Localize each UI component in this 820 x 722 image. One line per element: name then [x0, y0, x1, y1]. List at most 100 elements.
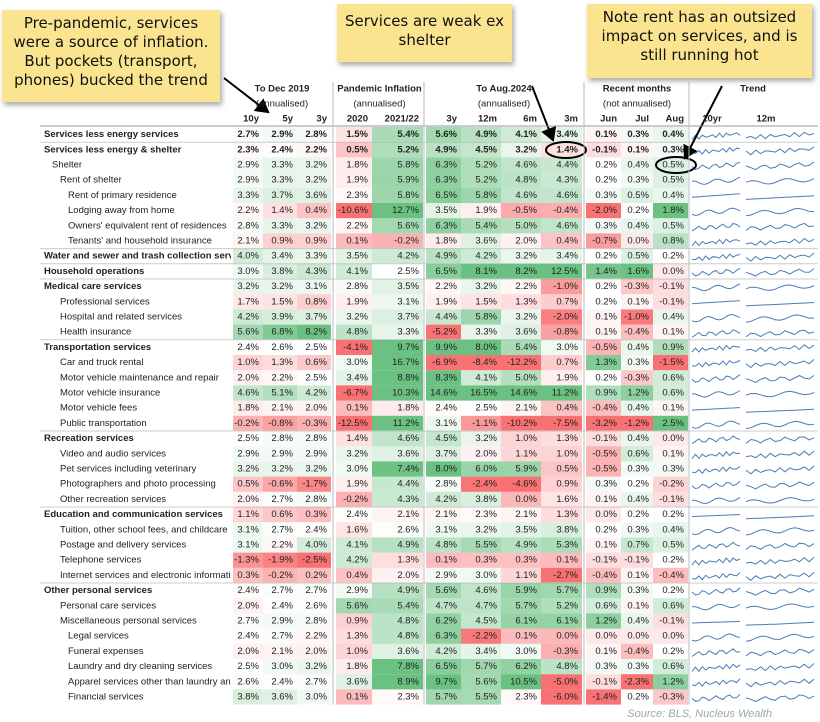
cell-value: 0.2%	[305, 570, 327, 581]
cell-background	[653, 461, 688, 477]
cell-value: 3.4%	[271, 251, 293, 262]
cell-background	[233, 157, 263, 173]
cell-background	[501, 172, 541, 188]
cell-background	[233, 613, 263, 629]
cell-background	[653, 157, 688, 173]
cell-value: 2.3%	[237, 144, 259, 155]
cell-value: 2.4%	[435, 403, 457, 414]
cell-value: 3.2%	[305, 160, 327, 171]
cell-background	[461, 415, 501, 431]
cell-background	[653, 279, 688, 295]
cell-background	[461, 431, 501, 447]
cell-background	[461, 659, 501, 675]
cell-background	[297, 461, 331, 477]
cell-value: 3.3%	[271, 175, 293, 186]
cell-value: 0.1%	[595, 646, 617, 657]
cell-background	[586, 552, 621, 568]
cell-background	[541, 233, 582, 249]
cell-value: -0.5%	[592, 464, 617, 475]
cell-background	[372, 385, 423, 401]
cell-value: 0.1%	[627, 296, 649, 307]
cell-background	[541, 142, 582, 158]
cell-background	[263, 583, 297, 599]
cell-value: 3.7%	[271, 190, 293, 201]
cell-background	[586, 507, 621, 523]
cell-background	[621, 400, 653, 416]
cell-value: -0.8%	[553, 327, 578, 338]
cell-value: 3.0%	[346, 464, 368, 475]
cell-value: -0.5%	[592, 448, 617, 459]
cell-value: 0.3%	[627, 175, 649, 186]
sparkline	[745, 603, 815, 611]
row-label: Lodging away from home	[68, 205, 175, 216]
cell-value: 2.8%	[305, 616, 327, 627]
cell-value: -0.2%	[659, 479, 684, 490]
cell-background	[501, 431, 541, 447]
cell-background	[263, 613, 297, 629]
cell-background	[426, 583, 461, 599]
sparkline	[745, 465, 815, 475]
cell-value: 4.9%	[435, 251, 457, 262]
cell-background	[263, 324, 297, 340]
cell-value: -1.5%	[659, 357, 684, 368]
cell-value: 4.9%	[515, 540, 537, 551]
cell-value: 3.6%	[515, 327, 537, 338]
row-label: Education and communication services	[44, 509, 223, 520]
cell-value: 5.2%	[475, 160, 497, 171]
cell-background	[586, 142, 621, 158]
cell-background	[233, 248, 263, 264]
cell-value: 2.9%	[346, 585, 368, 596]
cell-background	[653, 476, 688, 492]
cell-value: 1.5%	[271, 296, 293, 307]
cell-value: 0.2%	[627, 479, 649, 490]
cell-background	[426, 643, 461, 659]
cell-background	[263, 263, 297, 279]
cell-background	[263, 309, 297, 325]
cell-value: 3.3%	[305, 251, 327, 262]
cell-value: 5.5%	[475, 540, 497, 551]
cell-background	[426, 203, 461, 219]
cell-value: 1.1%	[515, 570, 537, 581]
cell-value: 3.1%	[397, 296, 419, 307]
cell-background	[586, 385, 621, 401]
cell-background	[653, 355, 688, 371]
cell-value: 8.1%	[475, 266, 497, 277]
cell-background	[372, 613, 423, 629]
cell-value: 0.1%	[515, 631, 537, 642]
cell-background	[501, 233, 541, 249]
cell-value: 2.3%	[346, 190, 368, 201]
cell-value: 4.5%	[435, 433, 457, 444]
cell-value: 1.0%	[556, 448, 578, 459]
cell-background	[621, 567, 653, 583]
cell-background	[263, 279, 297, 295]
cell-value: 1.9%	[346, 296, 368, 307]
cell-background	[461, 476, 501, 492]
cell-background	[586, 415, 621, 431]
cell-background	[372, 507, 423, 523]
cell-background	[501, 203, 541, 219]
sparkline	[691, 374, 741, 383]
cell-value: -1.7%	[302, 479, 327, 490]
cell-background	[233, 355, 263, 371]
sparkline	[691, 541, 741, 551]
cell-value: 8.9%	[397, 676, 419, 687]
cell-value: 6.3%	[435, 175, 457, 186]
cell-background	[426, 491, 461, 507]
cell-value: -4.1%	[343, 342, 368, 353]
cell-value: 0.2%	[627, 692, 649, 703]
cell-background	[501, 370, 541, 386]
cell-value: 0.5%	[237, 479, 259, 490]
group-subtitle: (annualised)	[353, 99, 405, 110]
cell-value: 5.6%	[475, 676, 497, 687]
cell-background	[541, 370, 582, 386]
cell-value: 2.1%	[397, 509, 419, 520]
cell-value: 4.2%	[475, 251, 497, 262]
cell-value: 0.2%	[595, 251, 617, 262]
cell-value: 7.8%	[397, 661, 419, 672]
cell-background	[461, 187, 501, 203]
cell-background	[426, 157, 461, 173]
row-label: Motor vehicle maintenance and repair	[60, 372, 219, 383]
cell-value: 1.2%	[627, 388, 649, 399]
cell-background	[541, 218, 582, 234]
